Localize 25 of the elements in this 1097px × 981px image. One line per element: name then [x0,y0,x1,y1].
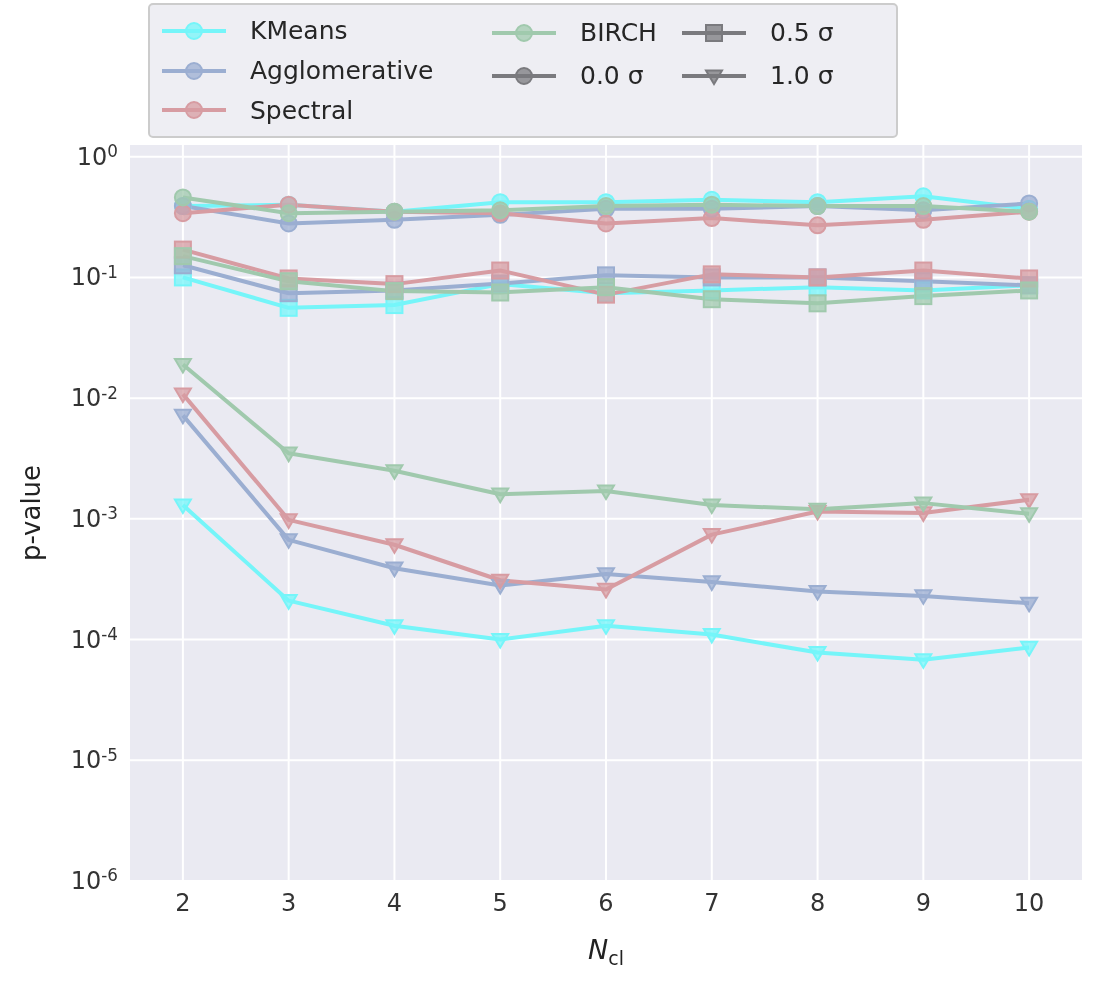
x-tick-label: 7 [704,889,720,917]
legend-label: Agglomerative [250,56,434,85]
legend-label: KMeans [250,16,348,46]
legend-label: 0.5 σ [770,18,834,47]
y-axis-title: p-value [16,464,46,562]
x-tick-label: 6 [598,889,614,917]
y-tick-label: 10$^{-4}$ [70,624,118,654]
legend-label: 1.0 σ [770,61,834,90]
x-tick-label: 5 [492,889,508,917]
x-tick-label: 10 [1013,889,1045,917]
legend-label: 0.0 σ [580,61,644,90]
x-axis-title: N$_{cl}$ [588,934,624,969]
y-tick-label: 10$^{-1}$ [70,261,118,292]
y-tick-label: 10$^{-3}$ [70,503,118,533]
legend-label: BIRCH [580,18,657,47]
legend-label: Spectral [250,95,354,125]
x-tick-label: 4 [386,889,403,917]
y-tick-label: 10$^{-2}$ [70,382,118,413]
y-tick-label: 10$^{0}$ [76,141,118,171]
x-tick-label: 2 [175,889,191,917]
x-tick-label: 9 [915,889,931,917]
x-tick-label: 3 [281,889,297,917]
y-tick-label: 10$^{-5}$ [70,744,118,775]
y-tick-label: 10$^{-6}$ [70,865,118,895]
x-tick-label: 8 [809,889,826,917]
